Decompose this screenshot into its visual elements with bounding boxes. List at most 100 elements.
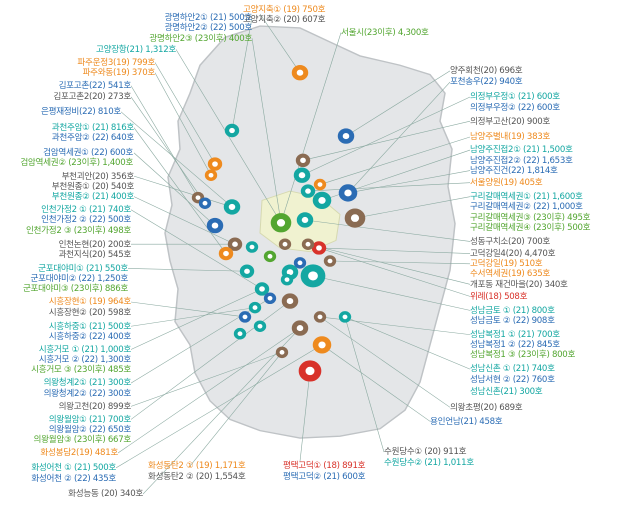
site-label: 의왕초평(20) 689호: [450, 402, 523, 413]
site-marker: [281, 293, 299, 309]
site-marker: [291, 320, 309, 336]
leader-line: [319, 316, 451, 408]
site-label: 시흥하중② (22) 400호: [48, 331, 132, 342]
site-label: 수원당수① (20) 911호: [384, 447, 467, 458]
site-label: 김포고촌2(20) 273호: [53, 92, 131, 103]
leader-line: [120, 111, 233, 208]
site-label: 군포대야미③ (23이후) 886호: [22, 284, 128, 295]
leader-line: [130, 301, 246, 318]
leader-line: [127, 268, 248, 272]
site-marker: [313, 311, 327, 323]
site-marker: [280, 273, 294, 286]
leader-line: [130, 96, 206, 204]
site-label: 고덕강일4(20) 4,470호: [470, 248, 556, 259]
leader-line: [347, 81, 451, 194]
site-marker: [248, 301, 262, 314]
site-label: 수원당수② (21) 1,011호: [384, 457, 474, 468]
leader-line: [354, 196, 471, 219]
leader-line: [142, 327, 301, 495]
site-label: 과천주암① (21) 816호: [51, 123, 135, 134]
leader-line: [307, 182, 471, 192]
site-label: 의왕청계2② (22) 300호: [43, 388, 132, 399]
site-label: 남양주진건(22) 1,814호: [470, 165, 558, 176]
site-marker: [293, 257, 307, 269]
site-marker: [206, 217, 224, 234]
site-marker: [296, 212, 314, 228]
site-marker: [238, 311, 252, 323]
site-marker: [300, 184, 316, 198]
leader-line: [130, 300, 291, 420]
site-marker: [253, 320, 267, 332]
site-label: 남양주진접2② (22) 1,653호: [470, 155, 573, 166]
site-label: 과천주암② (22) 640호: [51, 133, 135, 144]
leader-line: [259, 13, 301, 73]
site-marker: [300, 264, 326, 288]
leader-line: [321, 344, 431, 422]
leader-line: [133, 175, 233, 208]
site-label: 화성동탄2 ② (20) 1,554호: [148, 471, 246, 482]
site-label: 서울시(23이후) 4,300호: [341, 27, 429, 38]
leader-line: [318, 247, 471, 297]
site-label: 성남복정1 ② (22) 845호: [470, 340, 560, 351]
leader-line: [117, 327, 301, 454]
site-label: 검암역세권② (23이후) 1,400호: [20, 158, 133, 169]
site-label: 성남복정1 ① (21) 700호: [470, 329, 560, 340]
site-label: 부천원종② (21) 400호: [51, 192, 135, 202]
leader-line: [115, 344, 323, 469]
leader-line: [304, 219, 471, 242]
leader-line: [130, 85, 199, 198]
site-label: 성남신촌 ① (21) 740호: [470, 364, 555, 375]
site-label: 의왕월암① (21) 700호: [48, 414, 132, 425]
site-marker: [344, 208, 366, 228]
site-label: 의정부우정① (21) 600호: [470, 92, 560, 103]
site-label: 성남신촌(21) 300호: [470, 386, 543, 397]
site-label: 고덕강일(19) 510호: [470, 259, 543, 270]
site-label: 파주운정3(19) 799호: [77, 57, 155, 68]
leader-line: [301, 96, 471, 176]
leader-line: [312, 275, 471, 311]
site-marker: [218, 246, 234, 261]
site-label: 의정부우정② (22) 600호: [470, 102, 560, 113]
leader-line: [329, 260, 471, 265]
leader-line: [299, 370, 311, 462]
site-label: 의왕월암② (22) 650호: [48, 425, 132, 436]
site-marker: [311, 241, 327, 255]
leader-line: [130, 352, 283, 407]
site-marker: [301, 238, 315, 250]
site-label: 성남복정1 ③ (23이후) 800호: [470, 350, 576, 361]
site-marker: [295, 153, 311, 168]
leader-line: [344, 316, 471, 370]
site-marker: [207, 157, 223, 171]
site-label: 군포대야미① (21) 550호: [38, 263, 128, 274]
site-label: 구리갈매역세권④ (23이후) 500호: [470, 222, 591, 233]
site-marker: [263, 292, 277, 305]
site-label: 구리갈매역세권③ (23이후) 495호: [470, 212, 591, 223]
site-label: 평택고덕① (18) 891호: [283, 461, 366, 472]
site-marker: [278, 238, 292, 250]
site-label: 인천논현(20) 200호: [58, 239, 132, 250]
site-marker: [270, 213, 292, 233]
site-label: 화성봉담2(19) 481호: [40, 448, 118, 459]
site-label: 광명하안2② (22) 500호: [164, 23, 253, 34]
leader-line: [344, 316, 385, 453]
site-label: 고양지축② (20) 607호: [243, 14, 326, 25]
site-label: 시흥장현② (20) 598호: [48, 307, 132, 318]
leader-line: [280, 32, 342, 223]
site-label: 의왕청계2① (21) 300호: [43, 378, 132, 389]
site-label: 광명하안2③ (23이후) 400호: [149, 33, 252, 44]
site-label: 인천가정2 ② (22) 500호: [41, 215, 131, 226]
site-label: 시흥하중① (21) 500호: [48, 321, 132, 332]
leader-line: [133, 152, 216, 226]
site-label: 서울양원(19) 405호: [470, 178, 543, 189]
site-marker: [298, 360, 322, 382]
site-label: 개포동 재건마을(20) 340호: [470, 279, 568, 290]
site-label: 광명하안2① (21) 500호: [164, 13, 253, 24]
site-label: 구리갈매역세권② (22) 1,000호: [470, 202, 583, 213]
site-label: 성남서현 ② (22) 760호: [470, 374, 555, 385]
site-label: 은평재정비(22) 810호: [40, 107, 121, 118]
site-marker: [312, 336, 332, 354]
site-label: 과천지식(20) 545호: [58, 249, 132, 260]
site-label: 고양지축① (19) 750호: [243, 4, 326, 15]
